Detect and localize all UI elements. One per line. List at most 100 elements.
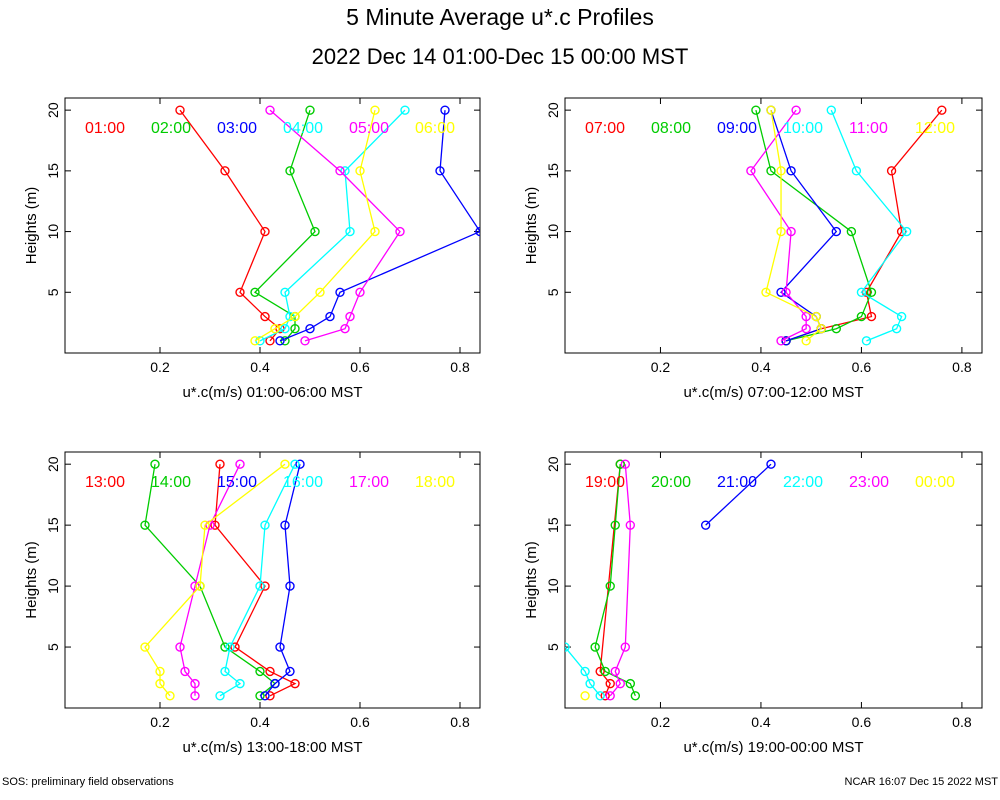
data-point — [786, 166, 796, 176]
data-point — [625, 678, 636, 689]
data-point — [620, 459, 630, 469]
data-point — [937, 105, 947, 115]
data-point — [260, 226, 270, 237]
data-point — [250, 287, 260, 297]
data-point — [580, 666, 590, 677]
data-point — [615, 459, 625, 469]
legend-entry: 02:00 — [151, 120, 191, 137]
data-point — [700, 520, 711, 530]
legend-entry: 16:00 — [283, 474, 323, 491]
data-point — [896, 311, 907, 322]
chart-subtitle: 2022 Dec 14 01:00-Dec 15 00:00 MST — [311, 44, 689, 69]
x-tick-label: 0.8 — [450, 714, 470, 730]
data-point — [235, 287, 245, 297]
series-line-2200 — [565, 646, 601, 697]
series-line-2300 — [609, 464, 631, 697]
data-point — [565, 642, 570, 652]
legend-entry: 04:00 — [283, 120, 323, 137]
data-point — [786, 226, 796, 237]
data-point — [220, 666, 230, 677]
data-point — [230, 642, 240, 652]
x-tick-label: 0.4 — [751, 714, 771, 730]
data-point — [751, 105, 761, 115]
data-point — [260, 520, 270, 530]
data-point — [345, 226, 355, 237]
series-line-1200 — [765, 110, 823, 342]
data-point — [595, 691, 605, 701]
y-tick-label: 15 — [545, 517, 561, 533]
data-point — [866, 311, 877, 322]
data-point — [746, 166, 756, 176]
data-point — [600, 666, 610, 677]
y-tick-label: 20 — [545, 456, 561, 472]
data-point — [280, 459, 290, 469]
data-point — [215, 459, 225, 469]
series-group — [140, 459, 305, 701]
legend-entry: 18:00 — [415, 474, 455, 491]
data-point — [605, 691, 615, 701]
data-point — [610, 520, 620, 530]
data-point — [811, 311, 821, 322]
legend-entry: 17:00 — [349, 474, 389, 491]
data-point — [766, 105, 776, 115]
legend-entry: 14:00 — [151, 474, 191, 491]
data-point — [280, 324, 290, 334]
data-point — [265, 105, 275, 115]
series-group — [565, 459, 776, 701]
legend-entry: 00:00 — [915, 474, 955, 491]
data-point — [856, 311, 867, 322]
data-point — [295, 459, 305, 469]
data-point — [475, 226, 480, 237]
y-tick-label: 20 — [45, 456, 61, 472]
series-line-1100 — [750, 109, 807, 342]
x-tick-label: 0.2 — [651, 714, 671, 730]
data-point — [255, 581, 265, 591]
data-point — [590, 642, 600, 652]
x-tick-label: 0.4 — [250, 359, 270, 375]
legend-entry: 05:00 — [349, 120, 389, 137]
data-point — [595, 666, 605, 677]
data-point — [896, 226, 907, 237]
series-line-0800 — [755, 109, 873, 342]
x-tick-label: 0.8 — [952, 714, 972, 730]
x-tick-label: 0.2 — [651, 359, 671, 375]
series-line-1600 — [219, 463, 296, 697]
data-point — [395, 226, 405, 237]
data-point — [290, 311, 300, 322]
data-point — [781, 287, 791, 297]
x-tick-label: 0.2 — [150, 359, 170, 375]
data-point — [605, 678, 615, 689]
data-point — [340, 324, 350, 334]
data-point — [150, 459, 160, 469]
legend-entry: 01:00 — [85, 120, 125, 137]
series-line-1700 — [179, 463, 241, 696]
data-point — [355, 287, 365, 297]
data-point — [275, 336, 285, 346]
x-axis-label: u*.c(m/s) 13:00-18:00 MST — [182, 739, 362, 756]
data-point — [831, 324, 842, 334]
data-point — [210, 520, 220, 530]
x-axis-label: u*.c(m/s) 19:00-00:00 MST — [683, 739, 863, 756]
data-point — [340, 166, 350, 176]
data-point — [285, 666, 295, 677]
y-tick-label: 5 — [45, 288, 61, 296]
data-point — [440, 105, 450, 115]
data-point — [140, 642, 150, 652]
profile-panel-2: 0.2 0.4 0.6 0.8 5 10 15 20 u*.c(m/s) 07:00-12:00… — [523, 97, 983, 401]
data-point — [260, 691, 270, 701]
data-point — [335, 287, 345, 297]
data-point — [270, 678, 280, 689]
data-point — [305, 324, 315, 334]
data-point — [280, 287, 290, 297]
series-line-1300 — [214, 464, 297, 697]
profile-panel-4: 0.2 0.4 0.6 0.8 5 10 15 20 u*.c(m/s) 19:00-00:00… — [523, 451, 983, 756]
data-point — [355, 166, 365, 176]
data-point — [275, 642, 285, 652]
data-point — [265, 336, 275, 346]
x-tick-label: 0.4 — [751, 359, 771, 375]
y-tick-label: 20 — [45, 102, 61, 118]
data-point — [766, 166, 776, 176]
x-axis-label: u*.c(m/s) 01:00-06:00 MST — [182, 384, 362, 401]
y-tick-label: 10 — [545, 578, 561, 594]
